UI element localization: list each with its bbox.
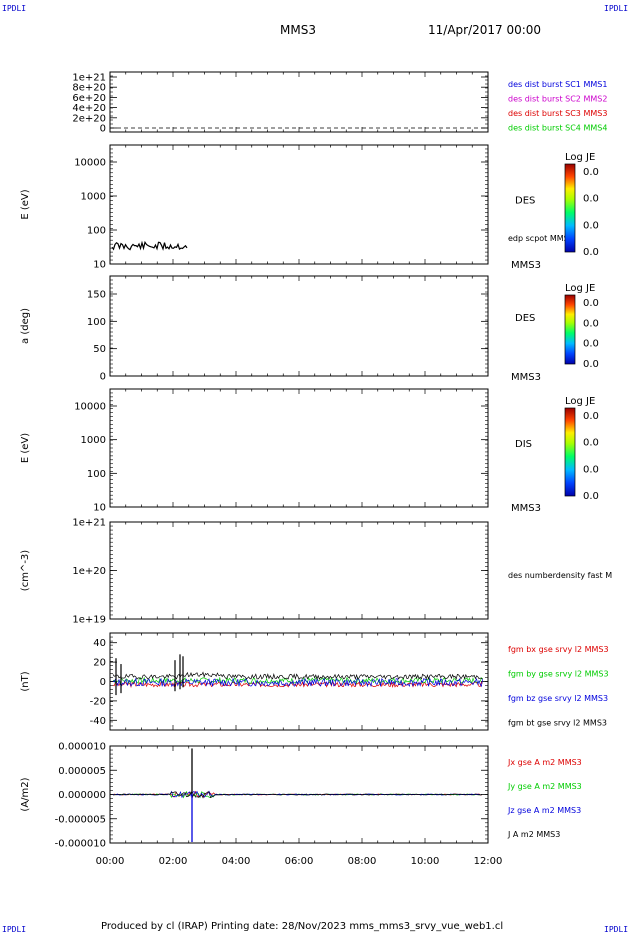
panel-2-ytick-label: 1000 xyxy=(81,192,106,203)
panel-2-ylabel: E (eV) xyxy=(20,189,31,219)
panel-4-colorbar-tick: 0.0 xyxy=(583,464,599,475)
panel-3-ytick-label: 150 xyxy=(87,290,106,301)
panel-3-spacecraft-label: MMS3 xyxy=(511,372,541,383)
panel-6-legend-entry: fgm by gse srvy l2 MMS3 xyxy=(508,670,609,679)
panel-4-colorbar-tick: 0.0 xyxy=(583,491,599,502)
panel-1-ytick-label: 0 xyxy=(100,124,106,135)
corner-label-top-left: IPDLI xyxy=(2,4,26,13)
panel-7-ytick-label: -0.000010 xyxy=(55,839,106,850)
panel-6-ytick-label: -40 xyxy=(90,716,106,727)
panel-1-legend-entry: des dist burst SC1 MMS1 xyxy=(508,80,607,89)
panel-5-ytick-label: 1e+21 xyxy=(72,518,106,529)
panel-7-legend-entry: Jx gse A m2 MMS3 xyxy=(507,758,582,767)
panel-6-ytick-label: 20 xyxy=(93,658,106,669)
panel-1-ytick-label: 8e+20 xyxy=(72,83,106,94)
panel-4-colorbar xyxy=(564,407,576,497)
panel-4-ytick-label: 10 xyxy=(93,503,106,514)
panel-1-ytick-label: 2e+20 xyxy=(72,113,106,124)
panel-2-instrument-label: DES xyxy=(515,196,535,207)
panel-7-legend-entry: J A m2 MMS3 xyxy=(507,830,560,839)
panel-4-ytick-label: 1000 xyxy=(81,435,106,446)
panel-5-frame xyxy=(109,521,489,620)
panel-6-ytick-label: -20 xyxy=(90,696,106,707)
panel-4-ylabel: E (eV) xyxy=(20,433,31,463)
panel-7-legend-entry: Jy gse A m2 MMS3 xyxy=(507,782,582,791)
panel-4-colorbar-tick: 0.0 xyxy=(583,411,599,422)
panel-2-sublabel: edp scpot MMS3 xyxy=(508,234,574,243)
panel-2-spacecraft-label: MMS3 xyxy=(511,260,541,271)
panel-7-trace-3 xyxy=(112,791,483,799)
panel-6-ytick-label: 40 xyxy=(93,638,106,649)
panel-2-ytick-label: 100 xyxy=(87,226,106,237)
panel-7-ylabel: (A/m2) xyxy=(20,777,31,811)
x-axis-tick-label: 06:00 xyxy=(285,856,314,867)
panel-7-legend-entry: Jz gse A m2 MMS3 xyxy=(507,806,581,815)
panel-6-ylabel: (nT) xyxy=(20,671,31,691)
panel-1-frame xyxy=(109,71,489,133)
panel-4-ytick-label: 100 xyxy=(87,469,106,480)
x-axis-tick-label: 10:00 xyxy=(411,856,440,867)
panel-2-colorbar-tick: 0.0 xyxy=(583,194,599,205)
panel-3-ytick-label: 50 xyxy=(93,344,106,355)
date-title: 11/Apr/2017 00:00 xyxy=(428,23,541,37)
panel-3-colorbar-tick: 0.0 xyxy=(583,298,599,309)
panel-2-colorbar xyxy=(564,163,576,253)
x-axis-tick-label: 04:00 xyxy=(222,856,251,867)
panel-4-instrument-label: DIS xyxy=(515,439,532,450)
panel-3-colorbar-tick: 0.0 xyxy=(583,339,599,350)
panel-7-ytick-label: 0.000000 xyxy=(58,790,106,801)
panel-2-scpot-trace xyxy=(111,240,188,251)
spacecraft-title: MMS3 xyxy=(280,23,316,37)
panel-1-legend-entry: des dist burst SC3 MMS3 xyxy=(508,109,607,118)
corner-label-bottom-left: IPDLI xyxy=(2,925,26,934)
panel-1-ytick-label: 1e+21 xyxy=(72,73,106,84)
panel-4-colorbar-tick: 0.0 xyxy=(583,438,599,449)
panel-1-ytick-label: 4e+20 xyxy=(72,103,106,114)
panel-3-instrument-label: DES xyxy=(515,313,535,324)
panel-6-legend-entry: fgm bt gse srvy l2 MMS3 xyxy=(508,719,607,728)
panel-2-colorbar-tick: 0.0 xyxy=(583,220,599,231)
panel-3-colorbar-title: Log JE xyxy=(565,283,595,294)
panel-5-ylabel: (cm^-3) xyxy=(20,550,31,591)
panel-1-ytick-label: 6e+20 xyxy=(72,93,106,104)
panel-4-colorbar-title: Log JE xyxy=(565,396,595,407)
panel-2-frame xyxy=(109,144,489,265)
footer-text: Produced by cl (IRAP) Printing date: 28/… xyxy=(101,921,503,932)
panel-7-ytick-label: 0.000005 xyxy=(58,766,106,777)
panel-6-trace-3 xyxy=(112,671,483,681)
corner-label-top-right: IPDLI xyxy=(604,4,628,13)
panel-6-legend-entry: fgm bz gse srvy l2 MMS3 xyxy=(508,694,608,703)
panel-3-frame xyxy=(109,275,489,377)
panel-3-colorbar-tick: 0.0 xyxy=(583,359,599,370)
panel-3-ylabel: a (deg) xyxy=(20,308,31,344)
panel-7-ytick-label: 0.000010 xyxy=(58,742,106,753)
panel-4-frame xyxy=(109,388,489,508)
panel-2-colorbar-tick: 0.0 xyxy=(583,247,599,258)
panel-4-spacecraft-label: MMS3 xyxy=(511,503,541,514)
panel-5-legend-entry: des numberdensity fast M xyxy=(508,571,612,580)
panel-4-ytick-label: 10000 xyxy=(74,402,106,413)
x-axis-tick-label: 12:00 xyxy=(474,856,503,867)
panel-5-ytick-label: 1e+19 xyxy=(72,615,106,626)
panel-3-ytick-label: 0 xyxy=(100,372,106,383)
panel-2-ytick-label: 10 xyxy=(93,260,106,271)
panel-3-ytick-label: 100 xyxy=(87,317,106,328)
panel-2-ytick-label: 10000 xyxy=(74,158,106,169)
corner-label-bottom-right: IPDLI xyxy=(604,925,628,934)
panel-2-colorbar-tick: 0.0 xyxy=(583,167,599,178)
x-axis-tick-label: 00:00 xyxy=(96,856,125,867)
panel-2-colorbar-title: Log JE xyxy=(565,152,595,163)
x-axis-tick-label: 02:00 xyxy=(159,856,188,867)
panel-5-ytick-label: 1e+20 xyxy=(72,566,106,577)
panel-7-ytick-label: -0.000005 xyxy=(55,814,106,825)
panel-6-legend-entry: fgm bx gse srvy l2 MMS3 xyxy=(508,645,609,654)
panel-1-legend-entry: des dist burst SC2 MMS2 xyxy=(508,95,607,104)
panel-1-legend-entry: des dist burst SC4 MMS4 xyxy=(508,124,607,133)
x-axis-tick-label: 08:00 xyxy=(348,856,377,867)
panel-3-colorbar xyxy=(564,294,576,365)
panel-3-colorbar-tick: 0.0 xyxy=(583,318,599,329)
panel-6-ytick-label: 0 xyxy=(100,677,106,688)
